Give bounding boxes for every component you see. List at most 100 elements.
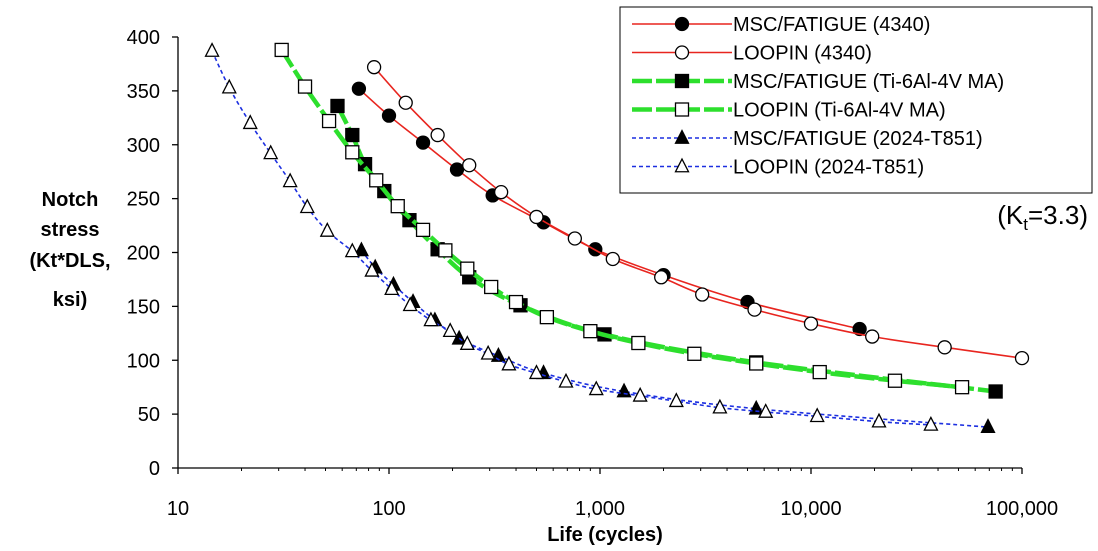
data-point [605, 251, 620, 267]
kt-annotation: (Kt=3.3) [997, 200, 1088, 234]
legend-label: LOOPIN (4340) [733, 43, 872, 65]
data-point [501, 355, 517, 371]
series-6 [204, 42, 939, 431]
data-point [344, 242, 360, 258]
data-point [242, 114, 258, 130]
legend-label: MSC/FATIGUE (2024-T851) [733, 128, 983, 150]
kt-annotation-suffix: =3.3) [1028, 200, 1088, 230]
legend-entry: MSC/FATIGUE (2024-T851) [632, 128, 983, 150]
x-tick-label: 10 [167, 498, 189, 520]
data-point [297, 79, 313, 94]
data-point [865, 329, 880, 344]
x-tick-label: 1,000 [575, 498, 625, 520]
data-point [558, 372, 574, 388]
data-point [364, 261, 380, 277]
legend-box [619, 6, 1093, 194]
data-point [758, 403, 774, 418]
data-point [462, 158, 477, 173]
data-point [529, 209, 544, 225]
data-point [749, 356, 764, 371]
data-point [353, 241, 369, 257]
data-point [274, 42, 289, 58]
data-point [351, 81, 367, 96]
data-point [539, 309, 555, 325]
data-point [484, 279, 499, 295]
series-2 [366, 60, 1030, 366]
y-tick-label: 350 [127, 81, 160, 103]
legend: MSC/FATIGUE (4340) LOOPIN (4340) MSC/FATIG… [619, 6, 1093, 194]
data-point [398, 95, 413, 110]
data-point [366, 60, 382, 75]
y-tick-label: 400 [127, 27, 160, 49]
data-point [1014, 350, 1030, 366]
legend-entry: MSC/FATIGUE (Ti-6Al-4V MA) [632, 71, 1004, 93]
x-tick-label: 100,000 [986, 498, 1058, 520]
data-point [319, 222, 335, 237]
data-point [528, 364, 545, 380]
data-point [583, 324, 598, 339]
data-point [459, 335, 475, 350]
kt-annotation-subscript: t [1023, 215, 1028, 234]
data-point [438, 243, 453, 258]
data-point [937, 340, 952, 355]
legend-marker [674, 102, 690, 117]
legend-label: LOOPIN (Ti-6Al-4V MA) [733, 100, 946, 122]
data-point [631, 335, 646, 351]
y-axis-title: Notch stress (Kt*DLS, ksi) [29, 189, 110, 311]
x-axis-title: Life (cycles) [547, 524, 663, 546]
data-point [460, 261, 475, 276]
y-tick-label: 100 [127, 350, 160, 372]
data-point [748, 399, 764, 415]
y-tick-label: 0 [149, 458, 160, 480]
data-point [887, 373, 903, 388]
x-tick-label: 10,000 [780, 498, 841, 520]
legend-marker [674, 73, 690, 89]
series-4 [274, 42, 970, 395]
data-point [381, 108, 397, 123]
data-point [345, 145, 360, 160]
data-point [490, 347, 506, 362]
y-tick-label: 50 [138, 404, 160, 426]
y-tick-label: 150 [127, 296, 160, 318]
data-point [299, 198, 315, 214]
data-point [282, 172, 298, 188]
data-point [390, 199, 405, 214]
data-point [493, 185, 509, 200]
y-axis-title-line-1: Notch [42, 189, 99, 211]
data-point [588, 380, 604, 396]
plot-series [204, 42, 1030, 433]
data-point [632, 386, 648, 402]
legend-entry: LOOPIN (4340) [632, 43, 872, 65]
data-point [668, 392, 684, 408]
y-ticks: 0 50 100 150 200 250 300 350 400 [127, 27, 178, 480]
legend-entry: MSC/FATIGUE (4340) [632, 14, 930, 36]
legend-marker [674, 16, 690, 32]
data-point [871, 412, 887, 428]
legend-label: MSC/FATIGUE (4340) [733, 14, 930, 36]
data-point [809, 407, 825, 423]
data-point [687, 346, 702, 361]
data-point [852, 321, 867, 337]
y-tick-label: 200 [127, 243, 160, 265]
kt-annotation-prefix: (K [997, 200, 1024, 230]
data-point [415, 135, 431, 150]
legend-marker [674, 45, 690, 60]
x-tick-label: 100 [372, 498, 405, 520]
data-point [369, 173, 384, 188]
data-point [803, 316, 819, 331]
y-axis-title-line-4: ksi) [53, 289, 87, 311]
y-tick-label: 250 [127, 189, 160, 211]
data-point [712, 398, 728, 414]
data-point [423, 311, 439, 327]
data-point [654, 270, 669, 285]
data-point [451, 329, 467, 345]
data-point [263, 144, 279, 160]
legend-marker [674, 129, 690, 144]
data-point [980, 418, 996, 433]
data-point [480, 344, 496, 360]
data-point [695, 287, 710, 302]
data-point [442, 322, 458, 338]
data-point [204, 42, 220, 57]
data-point [923, 415, 939, 431]
y-tick-label: 300 [127, 135, 160, 157]
